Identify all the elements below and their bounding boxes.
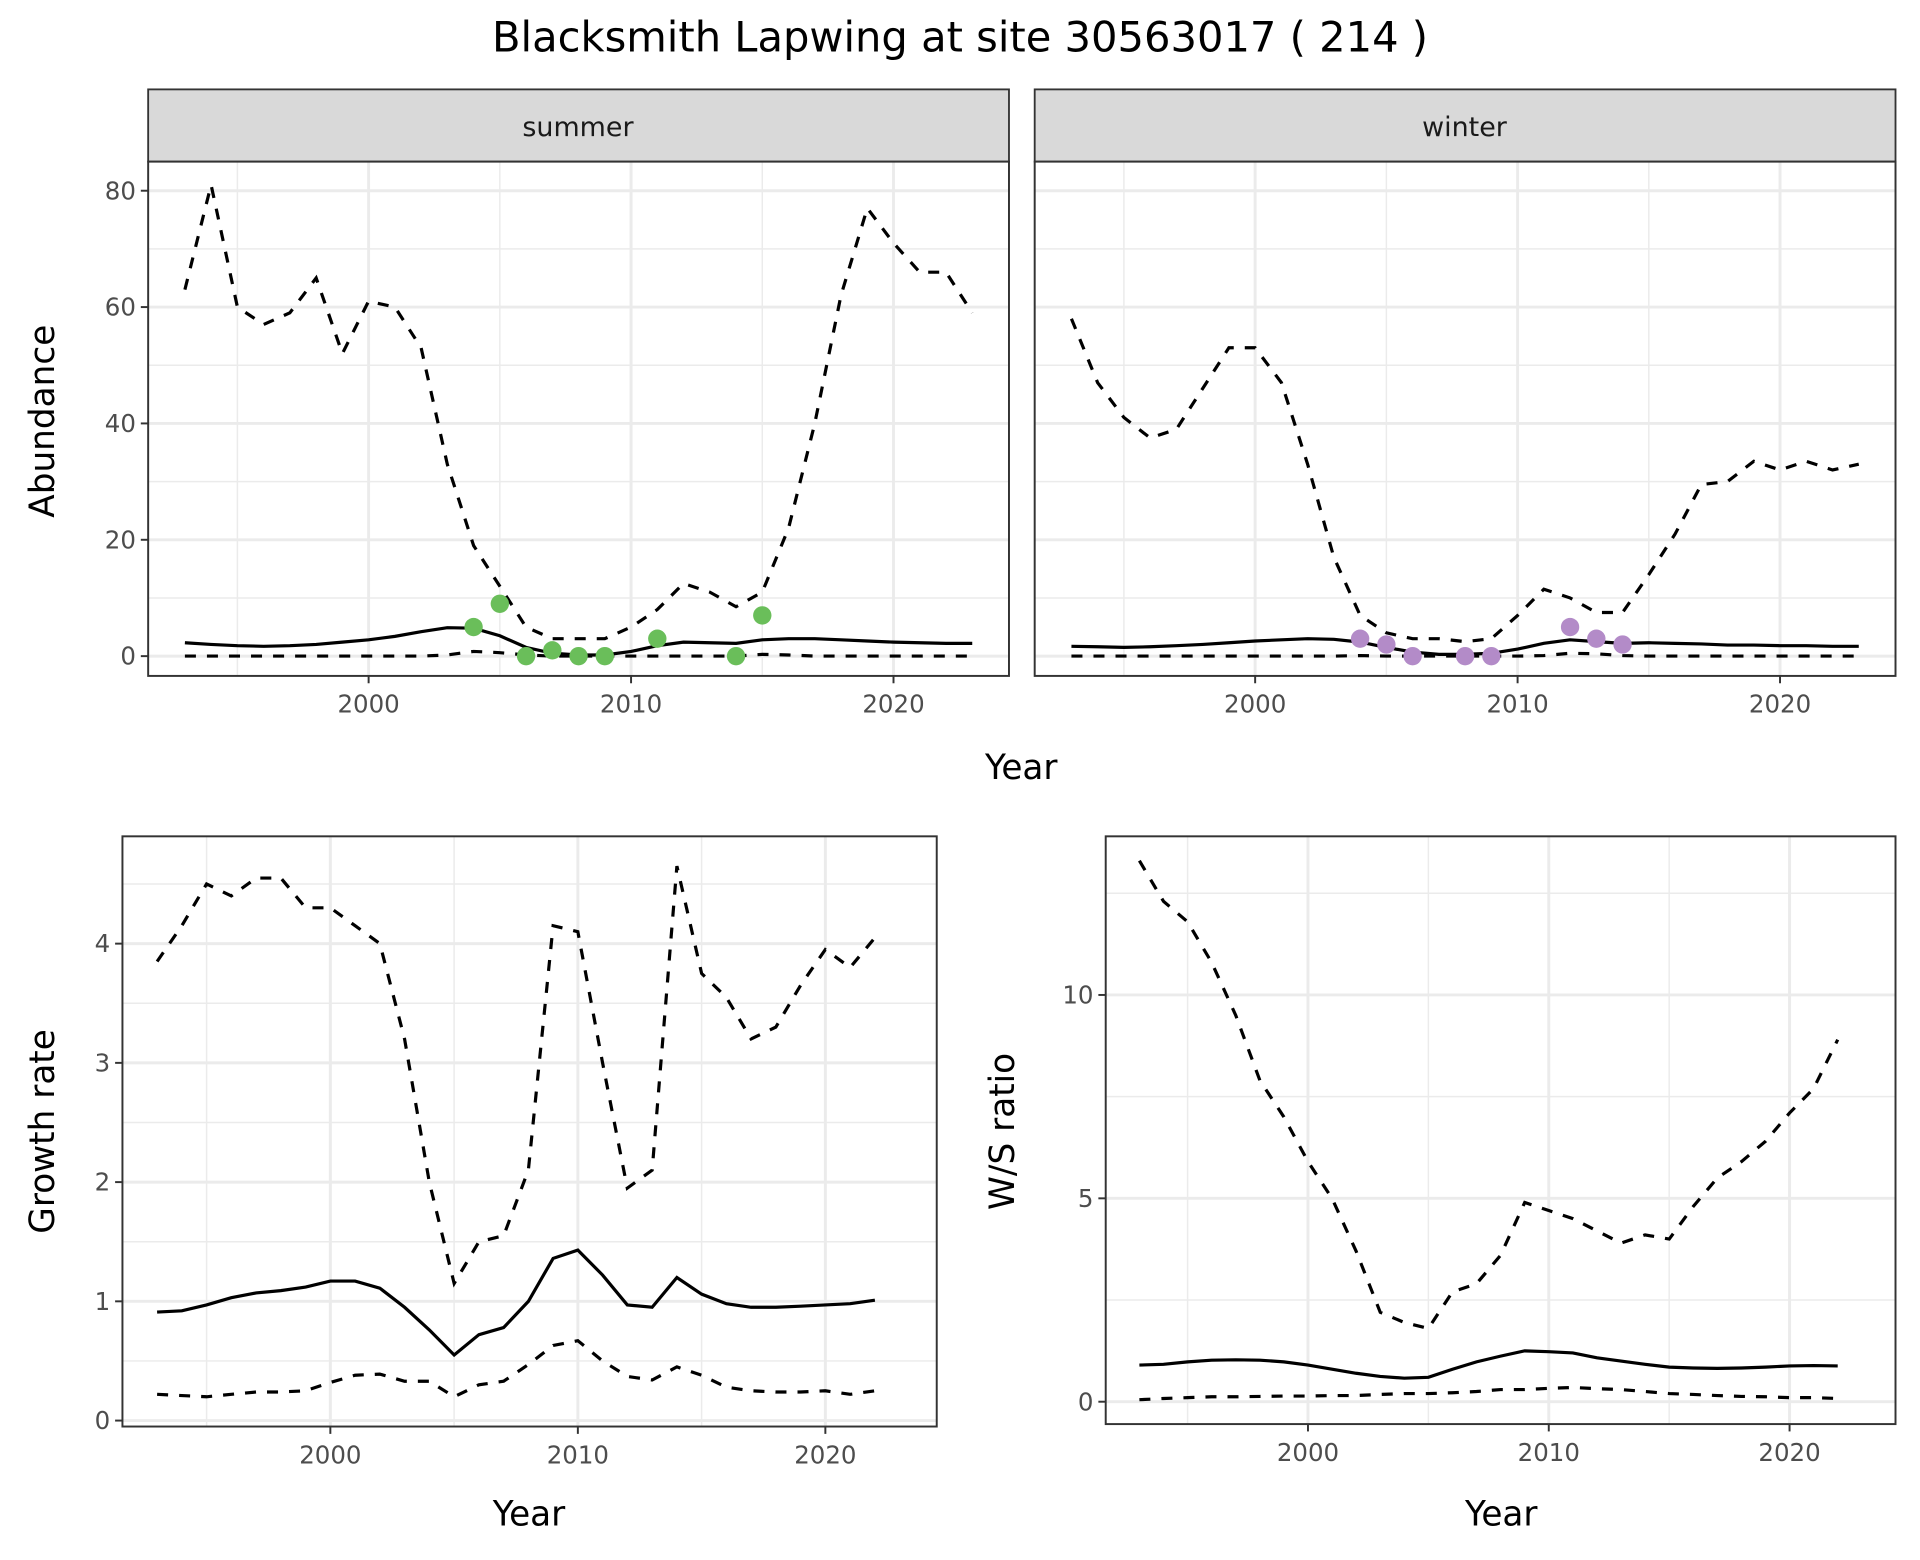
- data-point: [1455, 646, 1475, 666]
- x-tick-label: 2010: [547, 1440, 609, 1469]
- data-point: [726, 646, 746, 666]
- x-tick-label: 2010: [1486, 690, 1548, 719]
- data-point: [464, 617, 483, 637]
- panel-growth-rate: 2000 2010 2020 0 1 2 3 4: [95, 835, 938, 1469]
- data-point: [1613, 635, 1632, 654]
- panel-border: [1033, 160, 1897, 677]
- data-point: [1377, 635, 1396, 654]
- top-x-axis-label: Year: [984, 748, 1058, 788]
- y-tick-label: 80: [105, 176, 136, 205]
- data-point: [1587, 629, 1606, 648]
- data-point: [753, 606, 772, 625]
- x-tick-label: 2010: [1518, 1438, 1580, 1467]
- data-point: [1560, 617, 1580, 637]
- panel-background: [1105, 836, 1896, 1425]
- x-tick-label: 2000: [299, 1440, 361, 1469]
- facet-summer-strip: summer: [147, 88, 1010, 163]
- y-tick-label: 3: [95, 1048, 111, 1077]
- series-line-solid-mean: [1139, 1349, 1838, 1380]
- y-tick-label: 0: [95, 1406, 111, 1435]
- y-tick-label: 0: [120, 642, 136, 671]
- panel-background: [122, 836, 937, 1427]
- data-point: [648, 629, 667, 648]
- series-line-dashed-upper: [155, 865, 877, 1288]
- data-point: [490, 594, 510, 613]
- y-tick-label: 10: [1062, 981, 1093, 1010]
- growth-x-axis-label: Year: [492, 1495, 566, 1535]
- series-line-dashed-lower: [157, 1338, 876, 1399]
- x-tick-label: 2020: [862, 690, 924, 719]
- data-point: [543, 641, 562, 660]
- y-tick-label: 4: [95, 929, 111, 958]
- y-tick-label: 0: [1078, 1387, 1094, 1416]
- ws-y-axis-label: W/S ratio: [983, 1053, 1023, 1210]
- data-point: [595, 646, 614, 666]
- panel-background: [1034, 161, 1896, 676]
- series-line-dashed-upper: [1069, 318, 1860, 644]
- panel-border: [147, 160, 1010, 677]
- growth-y-axis-label: Growth rate: [23, 1029, 63, 1234]
- data-point: [1482, 646, 1501, 666]
- series-line-dashed-upper: [183, 184, 974, 641]
- data-point: [516, 646, 536, 666]
- data-point: [569, 646, 588, 666]
- strip-label-winter: winter: [1422, 112, 1508, 143]
- x-tick-label: 2000: [1224, 690, 1286, 719]
- panel-background: [148, 161, 1009, 676]
- x-tick-label: 2010: [600, 690, 662, 719]
- x-tick-label: 2000: [337, 690, 399, 719]
- panel-winter: 2000 2010 2020: [1033, 160, 1897, 719]
- data-point: [1350, 629, 1370, 648]
- data-point: [1403, 646, 1422, 666]
- y-tick-label: 40: [105, 409, 136, 438]
- x-tick-label: 2020: [1749, 690, 1811, 719]
- y-tick-label: 60: [105, 293, 136, 322]
- series-line-solid-mean: [157, 1248, 876, 1358]
- panel-summer: 2000 2010 2020 0 20 40 60 80: [105, 160, 1010, 719]
- y-tick-label: 1: [95, 1287, 111, 1316]
- chart-title: Blacksmith Lapwing at site 30563017 ( 21…: [492, 12, 1428, 61]
- y-tick-label: 20: [105, 525, 136, 554]
- x-tick-label: 2000: [1277, 1438, 1339, 1467]
- x-tick-label: 2020: [794, 1440, 856, 1469]
- panel-w-s-ratio: 2000 2010 2020 0 5 10: [1062, 835, 1897, 1467]
- facet-winter-strip: winter: [1033, 88, 1897, 163]
- y-tick-label: 2: [95, 1168, 111, 1197]
- ws-x-axis-label: Year: [1464, 1495, 1538, 1535]
- y-tick-label: 5: [1078, 1184, 1094, 1213]
- strip-label-summer: summer: [522, 112, 634, 143]
- x-tick-label: 2020: [1758, 1438, 1820, 1467]
- panel-border: [121, 835, 938, 1428]
- series-line-dashed-lower: [1139, 1385, 1838, 1402]
- panel-border: [1104, 835, 1897, 1426]
- top-y-axis-label: Abundance: [23, 325, 63, 518]
